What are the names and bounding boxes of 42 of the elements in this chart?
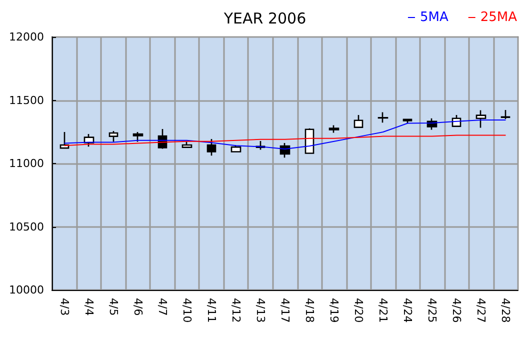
line-series <box>64 119 506 150</box>
candlestick <box>60 131 70 149</box>
x-tick-label: 4/13 <box>254 298 267 323</box>
legend-label: 5MA <box>420 10 448 25</box>
x-tick-label: 4/24 <box>401 298 414 323</box>
candlestick <box>402 118 412 124</box>
candlestick <box>132 131 144 142</box>
chart-title: YEAR 2006 <box>222 10 306 28</box>
x-tick-label: 4/19 <box>328 298 341 323</box>
x-tick-label: 4/21 <box>376 298 390 323</box>
y-tick-label: 10000 <box>9 284 44 296</box>
x-tick-label: 4/6 <box>131 298 144 316</box>
candlestick <box>230 144 242 152</box>
x-tick-label: 4/28 <box>499 298 512 323</box>
x-tick-label: 4/20 <box>352 298 366 323</box>
candlestick <box>378 112 388 124</box>
candlestick <box>206 138 216 156</box>
x-tick-label: 4/12 <box>229 298 242 323</box>
legend-label: 25MA <box>480 10 518 25</box>
candlestick <box>452 114 462 127</box>
x-tick-label: 4/7 <box>156 298 169 316</box>
y-tick-label: 11000 <box>9 157 44 170</box>
candlestick <box>476 110 486 128</box>
candlestick <box>354 114 364 128</box>
x-tick-label: 4/27 <box>474 298 488 323</box>
candlestick <box>328 124 340 134</box>
line-series <box>64 134 506 146</box>
x-tick-label: 4/3 <box>58 298 71 316</box>
x-tick-label: 4/25 <box>426 298 439 323</box>
candlestick <box>108 130 118 142</box>
y-tick-label: 10500 <box>9 220 44 234</box>
x-tick-label: 4/10 <box>180 298 194 323</box>
candlestick <box>182 141 192 148</box>
x-tick-label: 4/17 <box>278 298 292 323</box>
y-tick-label: 12000 <box>9 30 44 44</box>
x-tick-label: 4/18 <box>303 298 316 323</box>
y-tick-label: 11500 <box>9 94 44 107</box>
candlestick <box>500 109 510 120</box>
x-tick-label: 4/4 <box>82 298 96 316</box>
x-tick-label: 4/11 <box>204 298 218 323</box>
x-tick-label: 4/5 <box>106 298 120 316</box>
x-tick-label: 4/26 <box>450 298 464 323</box>
